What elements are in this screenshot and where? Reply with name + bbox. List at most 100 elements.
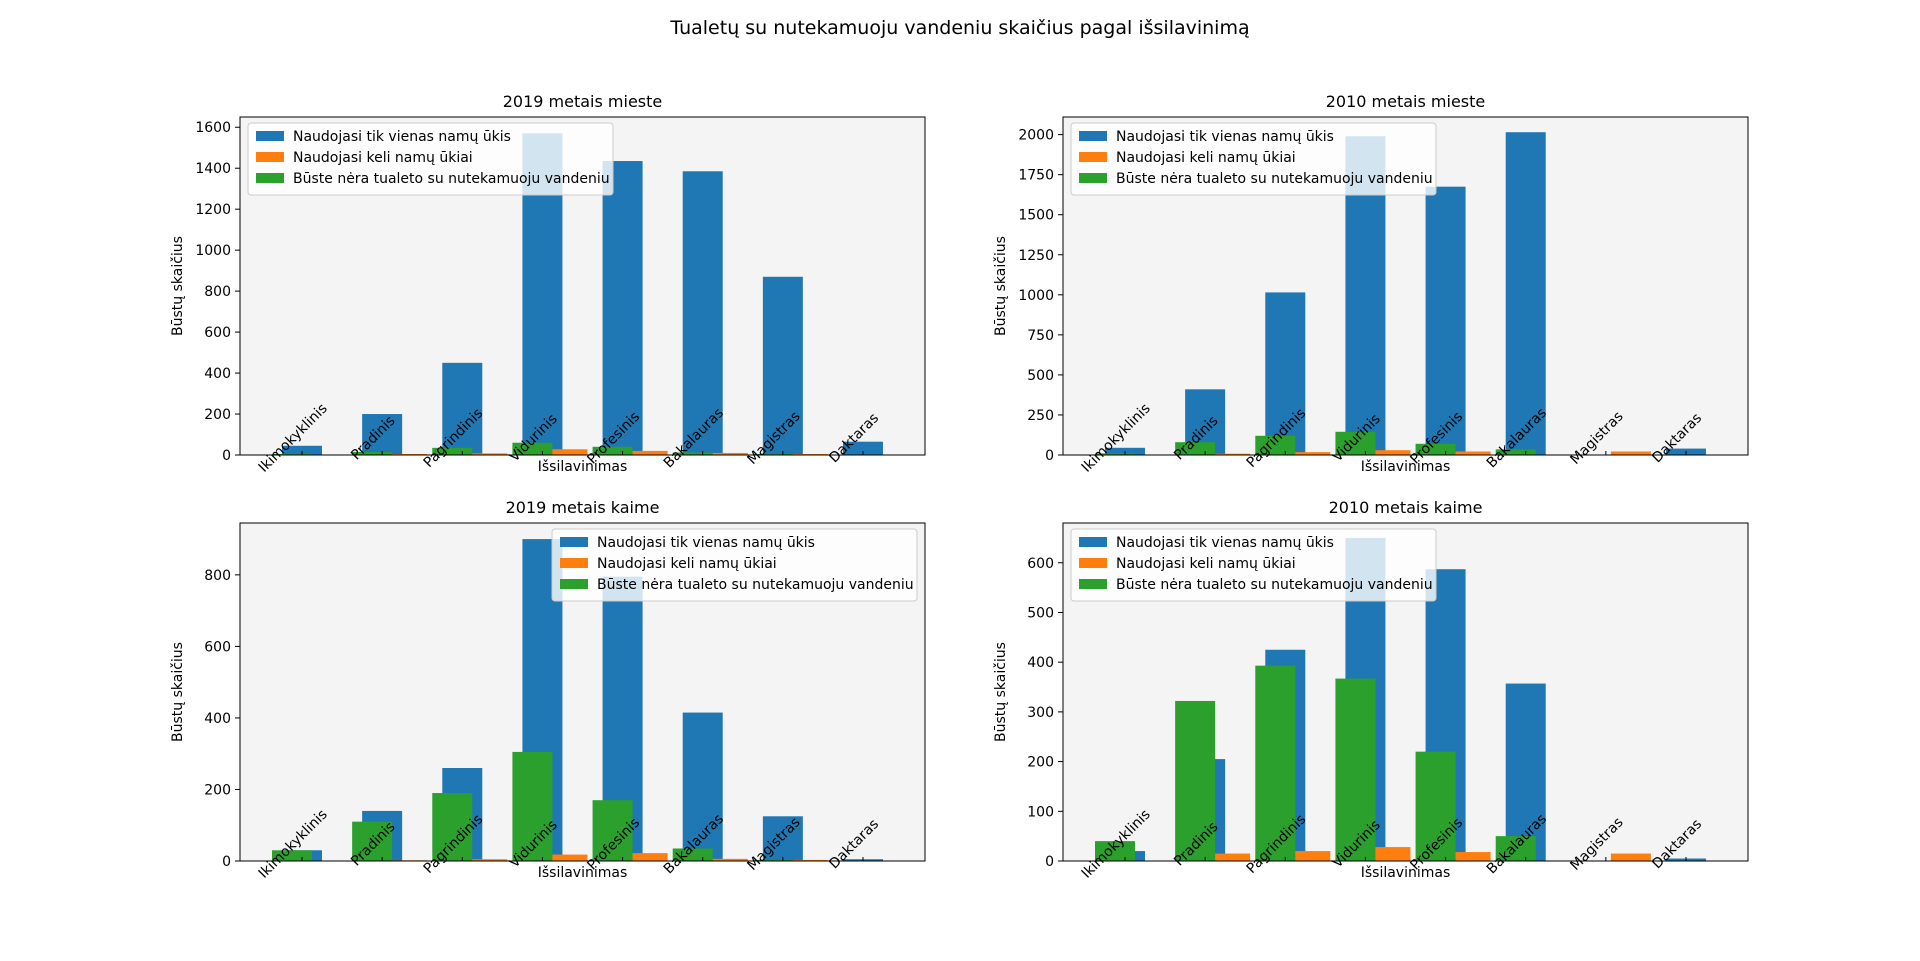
subplots: Ikimokyklinis Pradinis Pagrindinis Vidurini… [170, 92, 1749, 882]
bar-bakalauras-s2 [707, 858, 748, 861]
bar-magistras-s1 [762, 276, 803, 455]
bar-magistras-s2 [1610, 853, 1651, 861]
y-tick-label: 300 [1027, 705, 1054, 721]
y-tick-label: 1000 [195, 243, 231, 259]
y-tick-label: 600 [204, 325, 231, 341]
legend-swatch [1079, 131, 1107, 141]
legend-label: Būste nėra tualeto su nutekamuoju vanden… [1116, 171, 1433, 187]
legend-swatch [1079, 558, 1107, 568]
bar-pradinis-s2 [1210, 453, 1251, 455]
legend-swatch [560, 558, 588, 568]
bar-ikimokyklinis-s3 [272, 850, 312, 861]
bar-ikimokyklinis-s3 [272, 453, 312, 455]
legend-box [1070, 122, 1437, 196]
subplot-2: Ikimokyklinis Pradinis Pagrindinis Vidurini… [993, 92, 1749, 476]
bar-pagrindinis-s1 [1265, 292, 1306, 455]
y-tick-label: 1250 [1018, 248, 1054, 264]
bar-vidurinis-s3 [1335, 431, 1376, 455]
x-axis-label: Išsilavinimas [1361, 865, 1451, 881]
bar-profesinis-s2 [627, 450, 668, 455]
bar-magistras-s2 [787, 453, 828, 455]
axes-frame [239, 522, 926, 862]
bar-profesinis-s1 [1425, 186, 1466, 455]
legend-box [1070, 528, 1437, 602]
bar-pradinis-s1 [362, 414, 403, 455]
bar-pagrindinis-s2 [467, 453, 508, 455]
y-tick-label: 800 [204, 568, 231, 584]
y-tick-label: 1000 [1018, 288, 1054, 304]
y-tick-label: 1600 [195, 120, 231, 136]
y-tick-label: 250 [1027, 408, 1054, 424]
y-tick-label: 400 [204, 366, 231, 382]
y-axis-label: Būstų skaičius [170, 642, 186, 742]
subplot-3: Ikimokyklinis Pradinis Pagrindinis Vidurini… [170, 498, 926, 882]
figure-title: Tualetų su nutekamuoju vandeniu skaičius… [669, 17, 1249, 39]
bar-vidurinis-s3 [1335, 678, 1376, 861]
bar-pagrindinis-s3 [1255, 435, 1296, 455]
legend-box [551, 528, 918, 602]
bar-pagrindinis-s3 [432, 793, 473, 861]
legend-label: Naudojasi keli namų ūkiai [1116, 150, 1296, 166]
bar-vidurinis-s2 [547, 854, 588, 861]
y-tick-label: 600 [1027, 556, 1054, 572]
legend-swatch [560, 537, 588, 547]
bar-daktaras-s1 [843, 441, 883, 455]
bar-vidurinis-s2 [1370, 450, 1411, 455]
bar-bakalauras-s3 [1495, 449, 1536, 455]
subplot-title: 2010 metais mieste [1326, 92, 1486, 111]
bar-pradinis-s3 [352, 451, 393, 455]
bar-vidurinis-s2 [547, 449, 588, 455]
legend: Naudojasi tik vienas namų ūkis Naudojasi … [1070, 122, 1437, 196]
bar-bakalauras-s1 [1505, 683, 1546, 861]
bar-pagrindinis-s1 [442, 362, 483, 455]
subplot-title: 2010 metais kaime [1329, 498, 1483, 517]
bar-profesinis-s3 [1415, 443, 1456, 455]
bar-pagrindinis-s2 [1290, 851, 1331, 861]
legend-label: Būste nėra tualeto su nutekamuoju vanden… [1116, 577, 1433, 593]
legend-swatch [256, 173, 284, 183]
y-tick-label: 1500 [1018, 208, 1054, 224]
legend-label: Naudojasi tik vienas namų ūkis [597, 535, 815, 551]
legend-swatch [1079, 173, 1107, 183]
legend-swatch [1079, 152, 1107, 162]
legend-swatch [256, 131, 284, 141]
subplot-1: Ikimokyklinis Pradinis Pagrindinis Vidurini… [170, 92, 926, 476]
bar-bakalauras-s1 [682, 171, 723, 455]
legend-swatch [1079, 537, 1107, 547]
bar-ikimokyklinis-s1 [282, 445, 322, 455]
bar-profesinis-s3 [592, 446, 633, 455]
bar-profesinis-s2 [627, 853, 668, 861]
y-tick-label: 1200 [195, 202, 231, 218]
bar-magistras-s3 [752, 453, 793, 455]
bar-vidurinis-s2 [1370, 847, 1411, 861]
legend-label: Naudojasi tik vienas namų ūkis [1116, 535, 1334, 551]
bar-pagrindinis-s2 [1290, 452, 1331, 455]
bar-profesinis-s3 [1415, 751, 1456, 861]
y-tick-label: 400 [204, 711, 231, 727]
bar-magistras-s2 [787, 859, 828, 861]
y-tick-label: 750 [1027, 328, 1054, 344]
bar-bakalauras-s2 [707, 452, 748, 455]
legend-label: Naudojasi keli namų ūkiai [293, 150, 473, 166]
y-tick-label: 200 [204, 782, 231, 798]
bar-profesinis-s1 [602, 161, 643, 455]
bar-bakalauras-s1 [1505, 132, 1546, 455]
y-tick-label: 2000 [1018, 128, 1054, 144]
y-tick-label: 600 [204, 639, 231, 655]
legend-swatch [560, 579, 588, 589]
x-axis-label: Išsilavinimas [1361, 459, 1451, 475]
x-axis-label: Išsilavinimas [538, 865, 628, 881]
subplot-4: Ikimokyklinis Pradinis Pagrindinis Vidurini… [993, 498, 1749, 882]
bar-bakalauras-s3 [672, 452, 713, 455]
y-tick-label: 200 [1027, 755, 1054, 771]
axes-frame [1062, 522, 1749, 862]
bar-magistras-s1 [762, 816, 803, 861]
y-tick-label: 400 [1027, 655, 1054, 671]
bar-bakalauras-s3 [1495, 836, 1536, 861]
bar-pradinis-s3 [1175, 700, 1216, 861]
bar-profesinis-s2 [1450, 451, 1491, 455]
legend-swatch [256, 152, 284, 162]
y-tick-label: 500 [1027, 368, 1054, 384]
bar-pagrindinis-s2 [467, 859, 508, 861]
y-tick-label: 0 [222, 854, 231, 870]
